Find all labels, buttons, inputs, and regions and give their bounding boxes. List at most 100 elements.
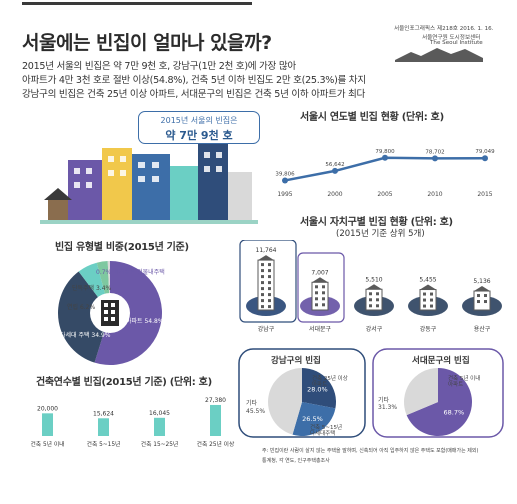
district-window xyxy=(268,305,271,309)
district-window xyxy=(268,299,271,303)
gangnam-slice-apt25 xyxy=(302,368,336,409)
district-window xyxy=(430,304,433,308)
publisher-issue: 서울인포그래픽스 제218호 2016. 1. 16. xyxy=(394,26,494,32)
gangnam-annot-other: 기타 xyxy=(246,400,258,407)
district-window xyxy=(261,281,264,285)
district-window xyxy=(261,263,264,267)
seodaemun-pie-title: 서대문구의 빈집 xyxy=(412,356,470,366)
district-window xyxy=(268,287,271,291)
age-bar-category-1: 건축 5~15년 xyxy=(87,440,121,448)
line-point-2005 xyxy=(382,154,388,161)
district-window xyxy=(268,263,271,267)
district-highlight-seodaemun xyxy=(297,252,345,323)
gangnam-pie-chart: 28.0% 26.5% xyxy=(268,368,336,436)
type-pie-label-detached: 단독주택 3.4% xyxy=(72,285,112,292)
district-roof-2 xyxy=(366,284,382,290)
district-chart-subtitle: (2015년 기준 상위 5개) xyxy=(336,229,425,239)
district-chart-title: 서울시 자치구별 빈집 현황 (단위: 호) xyxy=(300,217,453,228)
district-window xyxy=(369,292,372,296)
line-x-tick-2015: 2015 xyxy=(477,191,492,198)
building-window xyxy=(111,310,115,314)
summary-line-3: 강남구의 빈집은 건축 25년 이상 아파트, 서대문구의 빈집은 건축 5년 … xyxy=(22,89,366,100)
district-window xyxy=(261,275,264,279)
seodaemun-slice-other xyxy=(404,368,438,416)
line-x-tick-2005: 2005 xyxy=(377,191,392,198)
district-window xyxy=(261,269,264,273)
district-window xyxy=(268,269,271,273)
type-pie-chart xyxy=(58,261,163,365)
district-window xyxy=(261,287,264,291)
type-pie-title: 빈집 유형별 비중(2015년 기준) xyxy=(55,242,189,253)
seodaemun-slice-label-apt5: 68.7% xyxy=(443,409,464,417)
gangnam-slice-label-multi515: 26.5% xyxy=(302,415,323,423)
district-window xyxy=(369,298,372,302)
district-building-4 xyxy=(473,290,491,311)
district-window xyxy=(322,297,325,301)
summary-line-2: 아파트가 4만 3천 호로 절반 이상(54.8%), 건축 5년 이하 빈집도… xyxy=(22,75,366,86)
type-pie-label-row: 연립 6.2% xyxy=(67,304,96,311)
city-buildings-illustration xyxy=(40,144,258,224)
age-bar-category-2: 건축 15~25년 xyxy=(141,440,178,448)
age-bar-value-1: 15,624 xyxy=(93,410,114,417)
gangnam-annot-other-value: 45.5% xyxy=(246,408,266,415)
publisher-logo-icon xyxy=(395,48,483,62)
line-x-tick-2000: 2000 xyxy=(327,191,342,198)
line-value-label-2000: 56,642 xyxy=(325,162,344,168)
district-window xyxy=(430,292,433,296)
summary-line-1: 2015년 서울의 빈집은 약 7만 9천 호, 강남구(1만 2천 호)에 가… xyxy=(22,61,296,72)
building-window xyxy=(104,317,108,321)
line-series xyxy=(284,156,486,182)
district-window xyxy=(261,293,264,297)
gangnam-slice-label-apt25: 28.0% xyxy=(307,385,328,393)
seodaemun-pie-chart: 68.7% xyxy=(404,368,472,436)
type-pie-label-other: 0.7% 비거주용 건물내주택 xyxy=(96,269,165,276)
gangnam-slice-other xyxy=(268,368,302,435)
line-value-label-2010: 78,702 xyxy=(425,149,444,155)
line-value-label-1995: 39,806 xyxy=(275,171,295,177)
footer-note: 주: 빈집이란 사람이 살지 않는 주택을 말하며, 신축되어 아직 입주하지 … xyxy=(262,448,479,454)
district-window xyxy=(322,285,325,289)
district-window xyxy=(423,298,426,302)
district-roof-3 xyxy=(420,284,436,290)
header-rule xyxy=(22,2,252,5)
gangnam-annot-1: 건축 25년 이상 아파트 xyxy=(312,376,348,388)
age-bar-0 xyxy=(42,413,53,436)
gangnam-pie-title: 강남구의 빈집 xyxy=(271,356,321,366)
seodaemun-annot-other-value: 31.3% xyxy=(378,404,398,411)
district-building-3 xyxy=(419,289,437,311)
district-label-1: 서대문구 xyxy=(309,325,332,333)
district-window xyxy=(322,291,325,295)
district-label-4: 용산구 xyxy=(474,325,491,333)
seodaemun-annot-1: 건축 5년 이내 아파트 xyxy=(448,376,481,388)
line-chart: 39,806 1995 56,642 2000 79,800 2005 78,702 2010… xyxy=(275,149,495,198)
district-building-1 xyxy=(311,281,329,311)
district-label-2: 강서구 xyxy=(366,325,383,333)
building-body xyxy=(101,300,119,326)
gangnam-slice-multi515 xyxy=(292,402,336,436)
district-window xyxy=(423,292,426,296)
district-roof-4 xyxy=(474,286,490,292)
type-pie-label-multi: 다세대 주택 34.9% xyxy=(60,332,111,339)
district-window xyxy=(315,303,318,307)
district-value-3: 5,455 xyxy=(419,277,436,284)
age-bar-category-0: 건축 5년 이내 xyxy=(30,440,64,448)
district-window xyxy=(315,291,318,295)
type-pie-slice-multi xyxy=(58,271,110,363)
district-window xyxy=(484,294,487,298)
age-bar-category-3: 건축 25년 이상 xyxy=(197,440,235,448)
line-value-label-2005: 79,800 xyxy=(375,149,395,155)
building-window xyxy=(104,303,108,307)
age-bar-title: 건축연수별 빈집(2015년 기준) (단위: 호) xyxy=(36,377,212,388)
district-highlight-gangnam xyxy=(239,240,297,323)
age-bar-value-0: 20,000 xyxy=(37,405,58,412)
district-window xyxy=(430,298,433,302)
district-label-3: 강동구 xyxy=(420,325,437,333)
publisher-english: The Seoul Institute xyxy=(430,40,483,46)
building-window xyxy=(111,317,115,321)
district-window xyxy=(369,304,372,308)
district-window xyxy=(261,299,264,303)
seodaemun-annot-other: 기타 xyxy=(378,397,390,404)
callout-line-2: 약 7만 9천 호 xyxy=(165,129,233,142)
district-window xyxy=(376,292,379,296)
footer-source: 통계청, 각 연도, 인구주택총조사 xyxy=(262,458,330,464)
